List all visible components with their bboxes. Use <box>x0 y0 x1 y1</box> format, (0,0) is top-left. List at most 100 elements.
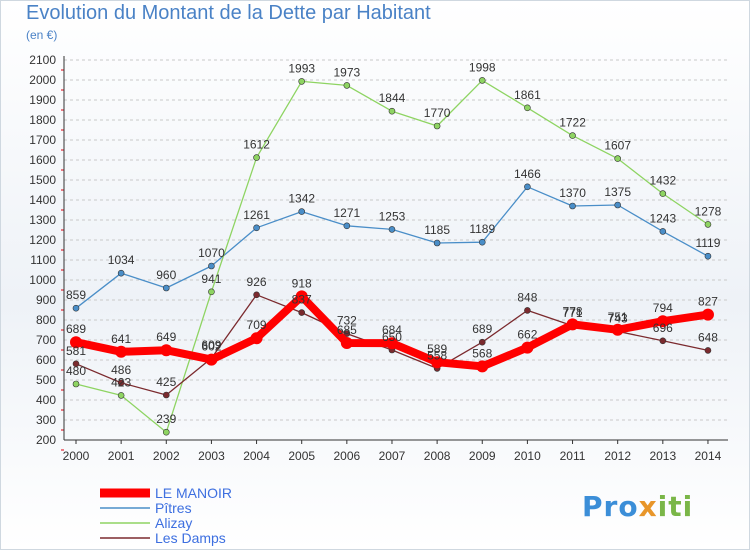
y-tick-label: 1000 <box>29 273 56 287</box>
data-label: 684 <box>382 323 402 337</box>
data-label: 1466 <box>514 167 541 181</box>
data-point <box>478 338 486 346</box>
data-label: 1070 <box>198 246 225 260</box>
y-tick-label: 1400 <box>29 193 56 207</box>
data-label: 859 <box>66 288 86 302</box>
x-tick-label: 2010 <box>514 449 541 463</box>
data-point <box>524 307 531 314</box>
x-tick-label: 2009 <box>469 449 496 463</box>
y-tick-label: 1500 <box>29 173 56 187</box>
data-point <box>704 347 712 354</box>
data-point <box>704 221 712 228</box>
data-point <box>160 344 173 357</box>
data-label: 1612 <box>243 138 270 152</box>
data-point <box>478 77 486 84</box>
x-tick-label: 2006 <box>333 449 360 463</box>
data-point <box>659 190 667 197</box>
y-tick-label: 1900 <box>29 93 56 107</box>
data-label: 480 <box>66 364 86 378</box>
data-label: 1271 <box>333 206 360 220</box>
data-point <box>388 107 396 115</box>
data-label: 589 <box>427 342 447 356</box>
x-tick-label: 2003 <box>198 449 225 463</box>
data-label: 609 <box>201 338 221 352</box>
data-label: 423 <box>111 375 131 389</box>
legend-label: Les Damps <box>155 530 226 546</box>
data-point <box>117 269 125 277</box>
data-point <box>162 428 170 436</box>
data-point <box>250 332 263 345</box>
data-point <box>208 262 215 270</box>
data-label: 751 <box>608 310 628 324</box>
y-tick-label: 900 <box>36 293 56 307</box>
x-tick-label: 2001 <box>108 449 135 463</box>
data-point <box>478 238 486 246</box>
y-tick-label: 1800 <box>29 113 56 127</box>
data-label: 778 <box>563 304 583 318</box>
y-tick-label: 400 <box>36 393 56 407</box>
data-point <box>524 183 531 191</box>
data-label: 685 <box>337 323 357 337</box>
data-point <box>253 291 260 299</box>
y-tick-label: 2100 <box>29 53 56 67</box>
data-label: 837 <box>292 293 312 307</box>
data-label: 1770 <box>424 106 451 120</box>
data-label: 1261 <box>243 208 270 222</box>
data-label: 568 <box>472 346 492 360</box>
y-tick-label: 1600 <box>29 153 56 167</box>
data-label: 926 <box>247 275 267 289</box>
data-label: 602 <box>201 340 221 354</box>
data-label: 1243 <box>649 211 676 225</box>
series-line <box>75 186 709 309</box>
data-point <box>72 360 80 368</box>
data-point <box>343 82 351 89</box>
data-point <box>343 222 351 230</box>
data-point <box>524 104 531 112</box>
data-label: 827 <box>698 295 718 309</box>
axes: 200 300 400 500 600 700 800 900 1000 1100 1200 1300… <box>29 53 728 463</box>
data-label: 1607 <box>604 139 631 153</box>
x-tick-label: 2008 <box>424 449 451 463</box>
legend-label: LE MANOIR <box>155 485 232 501</box>
data-label: 1278 <box>695 204 722 218</box>
data-label: 1119 <box>695 236 720 250</box>
data-point <box>701 308 714 321</box>
data-point <box>656 315 669 328</box>
data-point <box>162 391 170 399</box>
data-point <box>343 330 351 337</box>
data-label: 558 <box>427 348 447 362</box>
data-label: 648 <box>698 330 718 344</box>
data-point <box>385 337 398 350</box>
data-point <box>253 154 260 161</box>
chart-subtitle: (en €) <box>26 28 58 42</box>
data-label: 1185 <box>424 223 450 237</box>
data-point <box>566 318 579 331</box>
data-label: 794 <box>653 301 673 315</box>
data-label: 1375 <box>604 185 631 199</box>
data-point <box>569 132 576 139</box>
y-tick-label: 1100 <box>30 253 56 267</box>
data-label: 1342 <box>288 192 315 206</box>
data-point <box>704 252 712 260</box>
data-label: 581 <box>66 344 86 358</box>
data-label: 960 <box>156 268 176 282</box>
data-point <box>208 288 215 296</box>
data-label: 1998 <box>469 60 496 74</box>
proxiti-logo: Proxiti <box>582 490 693 523</box>
data-point <box>298 309 306 316</box>
data-label: 425 <box>156 375 176 389</box>
data-point <box>253 224 260 232</box>
data-point <box>295 290 308 303</box>
data-point <box>569 202 576 210</box>
data-label: 941 <box>201 272 221 286</box>
data-point <box>614 155 621 162</box>
data-point <box>614 201 621 209</box>
legend-label: Alizay <box>155 515 192 531</box>
y-tick-label: 800 <box>36 313 56 327</box>
data-point <box>611 323 624 336</box>
x-tick-label: 2004 <box>243 449 270 463</box>
data-label: 239 <box>156 412 176 426</box>
